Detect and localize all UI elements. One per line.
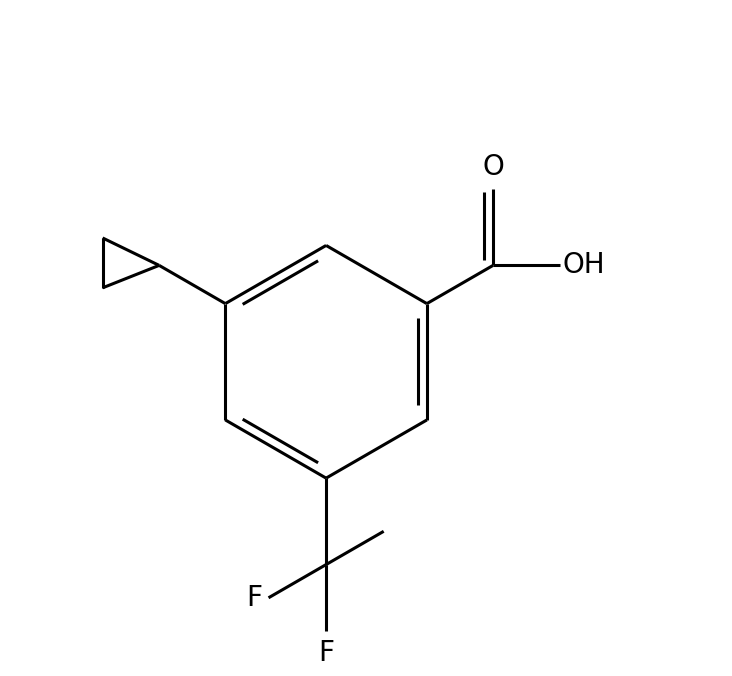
Text: O: O [482,153,504,181]
Text: OH: OH [563,251,605,279]
Text: F: F [318,639,334,667]
Text: F: F [246,584,262,612]
